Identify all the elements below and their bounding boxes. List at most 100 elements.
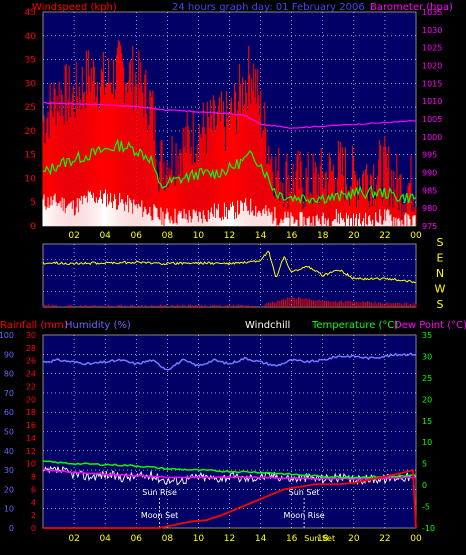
top-x-tick-label: 14 — [255, 231, 267, 241]
humidity-y-tick-label: 0 — [9, 524, 14, 533]
wind-direction-line — [42, 250, 417, 284]
baro-y-tick-label: 985 — [422, 186, 437, 195]
rain-y-tick-label: 24 — [26, 370, 36, 379]
wind-y-tick-label: 5 — [30, 198, 36, 208]
temp-y-tick-label: -10 — [422, 524, 435, 533]
humidity-y-tick-label: 60 — [4, 408, 14, 417]
top-x-tick-label: 22 — [379, 231, 390, 241]
rain-y-tick-label: 26 — [26, 357, 36, 366]
dewpoint-axis-title: Dew Point (°C) — [394, 320, 466, 331]
top-x-tick-label: 04 — [99, 231, 111, 241]
humidity-y-tick-label: 80 — [4, 370, 14, 379]
top-x-tick-label: 08 — [162, 231, 174, 241]
humidity-y-tick-label: 40 — [4, 447, 14, 456]
top-x-tick-label: 02 — [68, 231, 79, 241]
temp-y-tick-label: 20 — [422, 395, 432, 404]
wind-average-line — [42, 138, 417, 205]
top-x-tick-label: 16 — [286, 231, 298, 241]
humidity-axis-title: Humidity (%) — [65, 320, 131, 331]
astro-annotation: Sun Rise — [142, 488, 177, 497]
bot-x-tick-label: 08 — [162, 534, 174, 544]
baro-y-tick-label: 1015 — [422, 79, 442, 88]
temperature-line — [42, 460, 417, 479]
humidity-y-tick-label: 70 — [4, 389, 14, 398]
humidity-y-tick-label: 90 — [4, 350, 14, 359]
bot-x-tick-label: 02 — [68, 534, 79, 544]
rain-y-tick-label: 16 — [26, 421, 36, 430]
bot-x-tick-label: 06 — [131, 534, 143, 544]
baro-y-tick-label: 980 — [422, 204, 437, 213]
temp-y-tick-label: 0 — [422, 481, 427, 490]
bot-x-tick-label: 12 — [224, 534, 235, 544]
wind-y-tick-label: 35 — [25, 56, 36, 66]
top-x-tick-label: 18 — [317, 231, 329, 241]
compass-label: E — [437, 252, 444, 265]
wind-axis-title: Windspeed (kph) — [32, 2, 117, 13]
bot-x-tick-label: 20 — [348, 534, 360, 544]
rain-y-tick-label: 10 — [26, 460, 36, 469]
bot-x-tick-label: 00 — [410, 534, 422, 544]
direction-plot-area — [42, 243, 417, 308]
wind-barometer-chart: 0510152025303540459759809859909951000100… — [25, 8, 443, 241]
baro-y-tick-label: 1005 — [422, 115, 442, 124]
wind-y-tick-label: 20 — [25, 127, 37, 137]
wind-y-tick-label: 30 — [25, 79, 37, 89]
rain-y-tick-label: 0 — [31, 524, 36, 533]
compass-label: S — [437, 298, 444, 311]
rain-y-tick-label: 14 — [26, 434, 36, 443]
baro-y-tick-label: 990 — [422, 169, 437, 178]
wind-y-tick-label: 25 — [25, 103, 36, 113]
baro-y-tick-label: 1020 — [422, 62, 442, 71]
baro-y-tick-label: 995 — [422, 151, 437, 160]
humidity-y-tick-label: 20 — [4, 485, 14, 494]
top-x-tick-label: 12 — [224, 231, 235, 241]
bot-x-tick-label: 16 — [286, 534, 298, 544]
rain-y-tick-label: 18 — [26, 408, 36, 417]
temp-y-tick-label: 30 — [422, 352, 432, 361]
wind-y-tick-label: 0 — [30, 222, 36, 232]
chart-title: 24 hours graph day: 01 February 2006 — [172, 2, 365, 13]
rain-y-tick-label: 20 — [26, 395, 36, 404]
humidity-y-tick-label: 30 — [4, 466, 14, 475]
astro-annotation-axis: Sun Set — [304, 534, 335, 543]
rain-y-tick-label: 8 — [31, 473, 36, 482]
top-x-tick-label: 20 — [348, 231, 360, 241]
bot-x-tick-label: 18 — [317, 534, 329, 544]
bot-x-tick-label: 14 — [255, 534, 267, 544]
barometer-axis-title: Barometer (hpa) — [370, 2, 453, 13]
compass-label: W — [435, 283, 446, 296]
rain-y-tick-label: 22 — [26, 382, 36, 391]
baro-y-tick-label: 1010 — [422, 97, 442, 106]
compass-label: S — [437, 236, 444, 249]
barometer-line — [42, 101, 417, 129]
bot-x-tick-label: 04 — [99, 534, 111, 544]
wind-y-tick-label: 45 — [25, 8, 36, 18]
astro-annotation: Sun Set — [289, 488, 320, 497]
rain-y-tick-label: 6 — [31, 485, 36, 494]
baro-y-tick-label: 1030 — [422, 26, 442, 35]
rain-y-tick-label: 4 — [31, 498, 36, 507]
top-x-tick-label: 00 — [410, 231, 422, 241]
rainfall-line — [43, 468, 417, 529]
temperature-axis-title: Temperature (°C) — [311, 320, 398, 331]
bot-x-tick-label: 10 — [193, 534, 205, 544]
baro-y-tick-label: 1000 — [422, 133, 442, 142]
rain-y-tick-label: 12 — [26, 447, 36, 456]
humidity-y-tick-label: 100 — [0, 331, 14, 340]
rain-y-tick-label: 30 — [26, 331, 36, 340]
wind-y-tick-label: 15 — [25, 151, 36, 161]
baro-y-tick-label: 1025 — [422, 44, 442, 53]
temp-y-tick-label: 25 — [422, 374, 432, 383]
temperature-humidity-chart: 0102030405060708090100024681012141618202… — [0, 331, 435, 544]
humidity-line — [42, 352, 417, 371]
wind-y-tick-label: 40 — [25, 32, 37, 42]
baro-y-tick-label: 975 — [422, 222, 437, 231]
temp-y-tick-label: 10 — [422, 438, 432, 447]
dewpoint-line — [42, 468, 417, 481]
temp-y-tick-label: 35 — [422, 331, 432, 340]
temp-y-tick-label: 15 — [422, 417, 432, 426]
bot-x-tick-label: 22 — [379, 534, 390, 544]
rainfall-axis-title: Rainfall (mm) — [0, 320, 68, 331]
